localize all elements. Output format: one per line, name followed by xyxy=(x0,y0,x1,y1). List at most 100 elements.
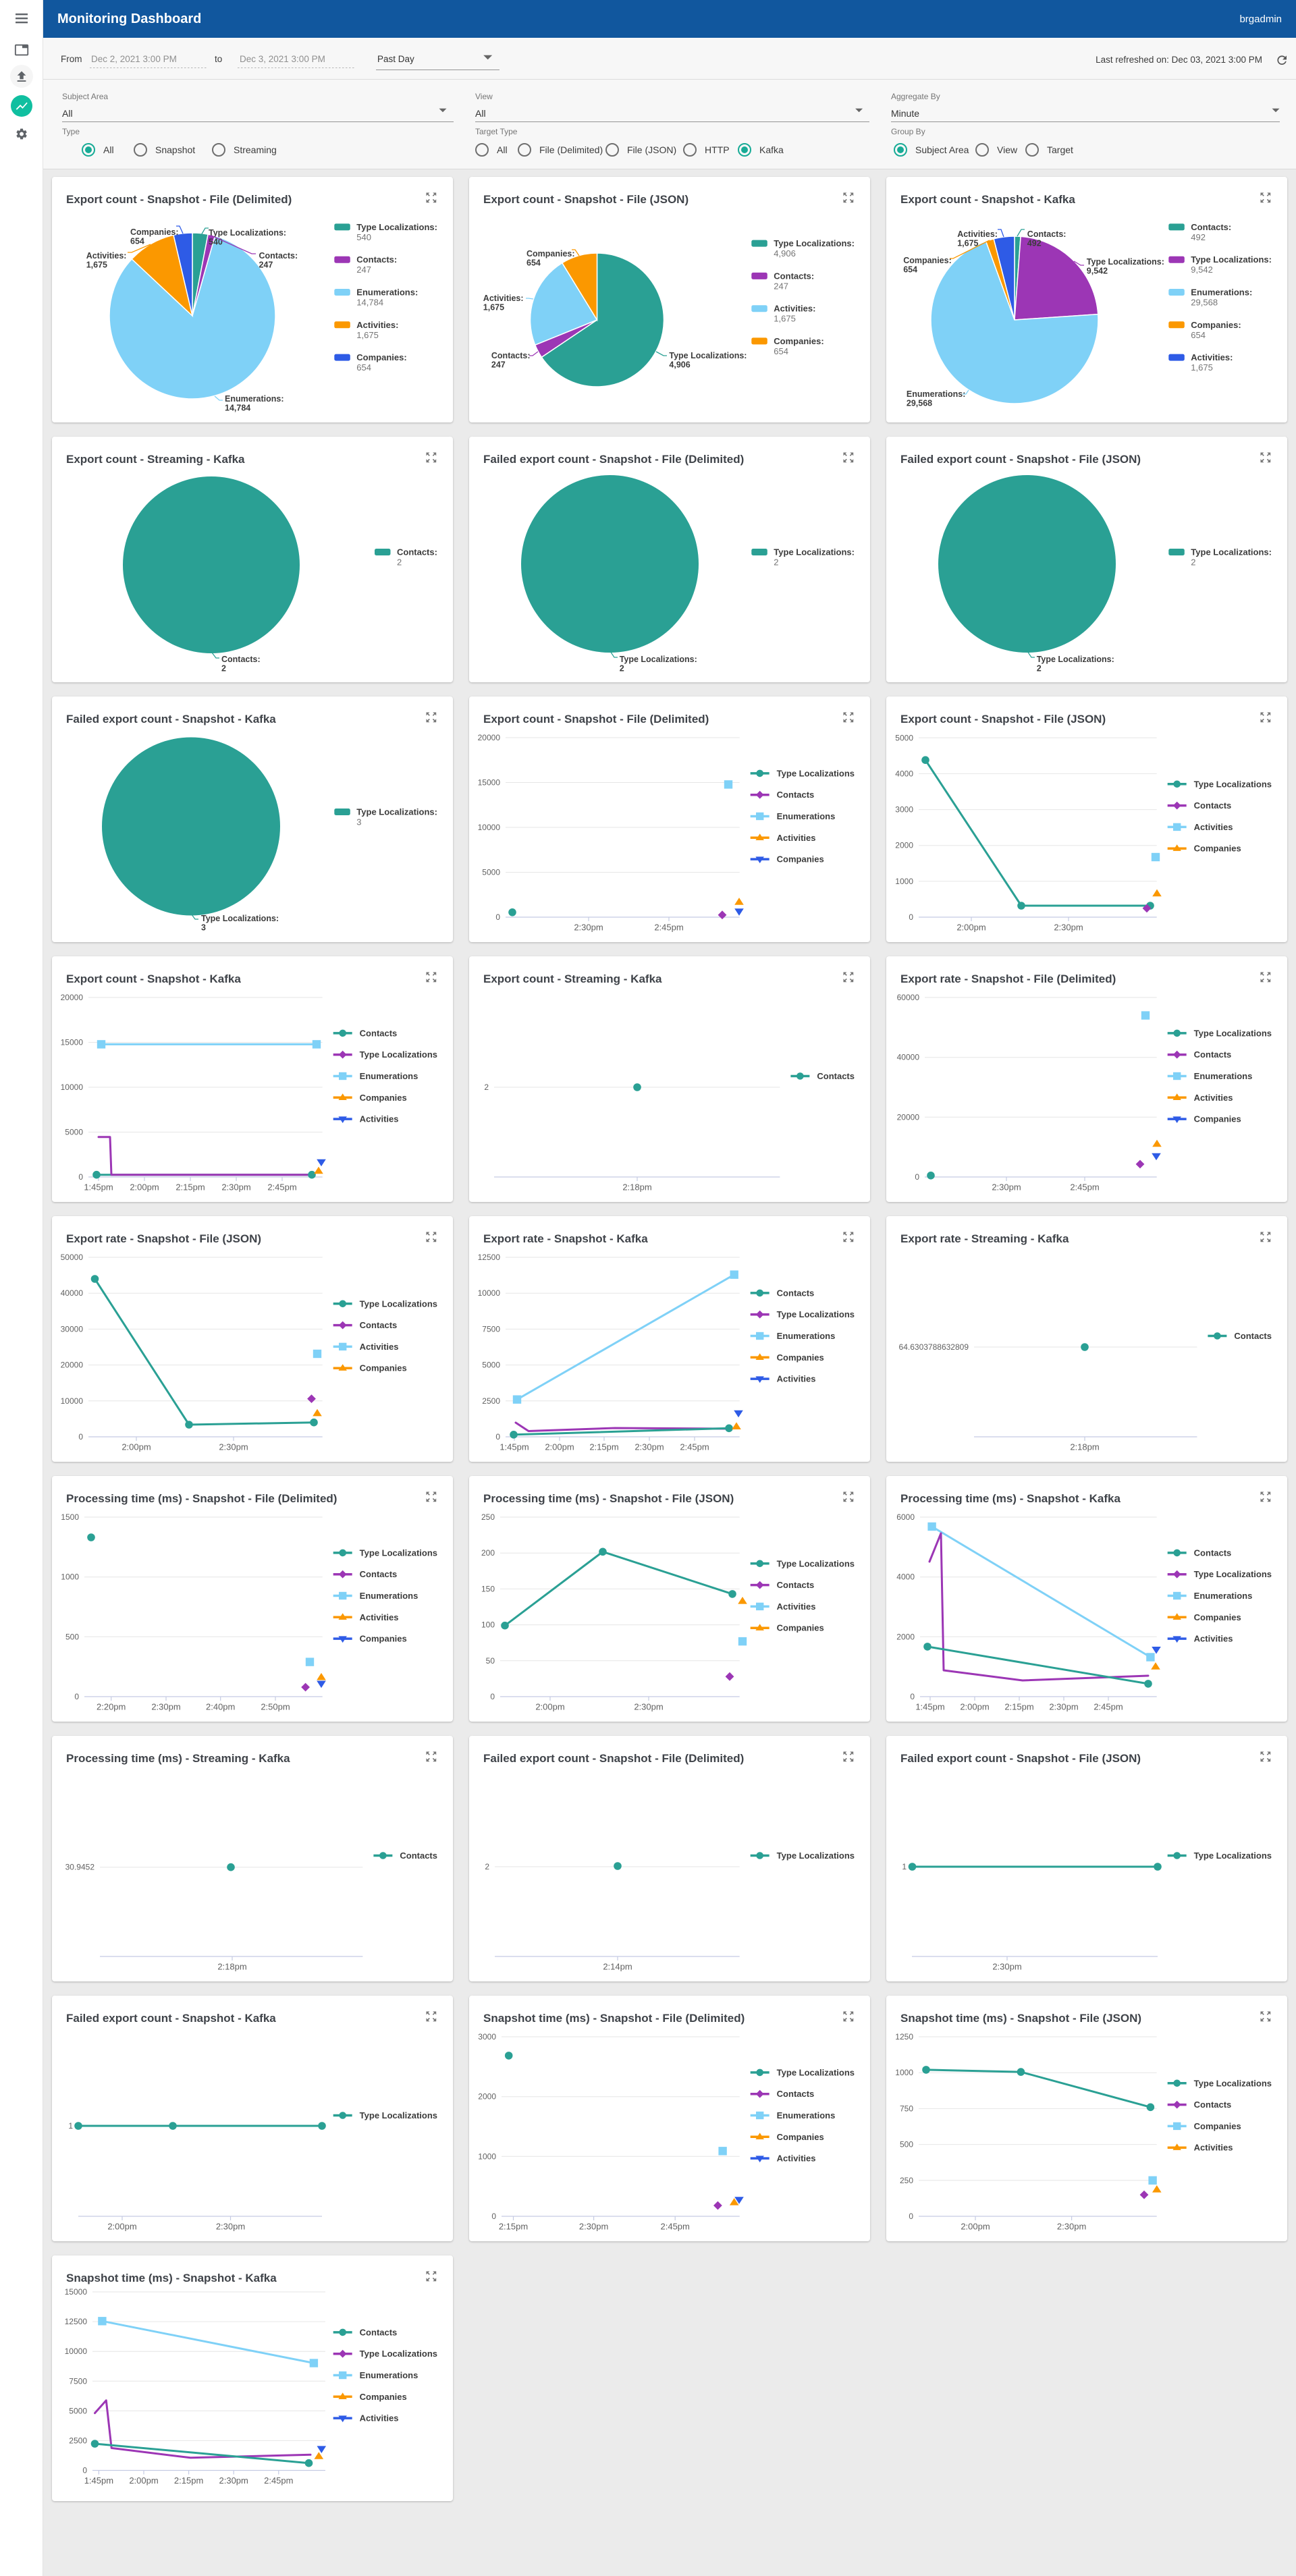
svg-text:File (Delimited): File (Delimited) xyxy=(539,144,603,155)
svg-text:20000: 20000 xyxy=(61,1361,84,1370)
svg-text:30000: 30000 xyxy=(61,1324,84,1334)
svg-text:Export count - Streaming - Kaf: Export count - Streaming - Kafka xyxy=(66,453,245,466)
svg-text:2:30pm: 2:30pm xyxy=(219,2475,248,2486)
svg-text:12500: 12500 xyxy=(478,1253,501,1262)
svg-text:2: 2 xyxy=(485,1862,489,1871)
svg-text:2:30pm: 2:30pm xyxy=(992,1182,1021,1193)
svg-text:All: All xyxy=(497,144,508,155)
svg-text:20000: 20000 xyxy=(61,993,84,1002)
svg-text:Aggregate By: Aggregate By xyxy=(891,92,940,101)
svg-text:2:00pm: 2:00pm xyxy=(130,1182,159,1193)
svg-text:All: All xyxy=(103,144,114,155)
svg-text:Past Day: Past Day xyxy=(377,54,414,64)
svg-text:492: 492 xyxy=(1191,232,1206,242)
svg-text:Type Localizations: Type Localizations xyxy=(1194,1569,1272,1579)
svg-text:10000: 10000 xyxy=(478,1288,501,1298)
svg-text:1000: 1000 xyxy=(895,2068,913,2077)
svg-text:2:00pm: 2:00pm xyxy=(956,923,986,933)
svg-text:10000: 10000 xyxy=(478,823,501,832)
svg-text:14,784: 14,784 xyxy=(225,404,250,413)
svg-text:Enumerations: Enumerations xyxy=(777,811,836,821)
svg-text:Activities:: Activities: xyxy=(1191,352,1233,362)
svg-text:Type Localizations:: Type Localizations: xyxy=(669,351,747,360)
svg-text:Subject Area: Subject Area xyxy=(62,92,108,101)
svg-text:All: All xyxy=(62,108,73,119)
svg-text:40000: 40000 xyxy=(61,1288,84,1298)
svg-text:750: 750 xyxy=(900,2104,913,2113)
svg-text:Enumerations: Enumerations xyxy=(777,2110,836,2120)
svg-text:4,906: 4,906 xyxy=(669,360,690,370)
svg-text:1:45pm: 1:45pm xyxy=(500,1442,529,1452)
svg-text:Companies: Companies xyxy=(1194,1612,1241,1622)
svg-text:0: 0 xyxy=(490,1692,495,1701)
svg-text:1,675: 1,675 xyxy=(957,239,978,248)
svg-text:2:30pm: 2:30pm xyxy=(634,1702,663,1712)
svg-text:Dec 2, 2021 3:00 PM: Dec 2, 2021 3:00 PM xyxy=(91,54,177,64)
svg-text:Failed export count - Snapshot: Failed export count - Snapshot - File (J… xyxy=(900,453,1141,466)
svg-text:Contacts: Contacts xyxy=(1194,800,1232,811)
svg-text:Enumerations: Enumerations xyxy=(360,2370,418,2380)
svg-text:1,675: 1,675 xyxy=(356,330,379,340)
svg-text:3000: 3000 xyxy=(895,805,913,815)
svg-text:654: 654 xyxy=(526,258,541,268)
svg-text:Type Localizations:: Type Localizations: xyxy=(1191,547,1272,557)
svg-text:Export count - Streaming - Kaf: Export count - Streaming - Kafka xyxy=(483,972,662,985)
svg-text:Contacts: Contacts xyxy=(777,1580,815,1590)
svg-text:Type Localizations:: Type Localizations: xyxy=(1191,254,1272,265)
svg-text:Contacts:: Contacts: xyxy=(221,655,261,664)
svg-text:2:45pm: 2:45pm xyxy=(264,2475,293,2486)
svg-text:2:00pm: 2:00pm xyxy=(122,1442,151,1452)
svg-text:Target Type: Target Type xyxy=(475,127,518,136)
svg-text:1000: 1000 xyxy=(895,877,913,886)
svg-text:9,542: 9,542 xyxy=(1191,265,1213,275)
svg-text:Snapshot time (ms) - Snapshot: Snapshot time (ms) - Snapshot - File (JS… xyxy=(900,2012,1141,2025)
svg-text:Companies: Companies xyxy=(360,1363,407,1373)
svg-text:2: 2 xyxy=(221,664,226,674)
svg-text:5000: 5000 xyxy=(69,2406,87,2415)
svg-text:0: 0 xyxy=(909,912,913,922)
svg-text:Snapshot: Snapshot xyxy=(155,144,195,155)
svg-text:2:18pm: 2:18pm xyxy=(622,1182,651,1193)
svg-text:2: 2 xyxy=(1037,664,1042,674)
svg-text:64.6303788632809: 64.6303788632809 xyxy=(899,1342,969,1352)
svg-text:Streaming: Streaming xyxy=(234,144,277,155)
svg-text:2:30pm: 2:30pm xyxy=(992,1962,1021,1972)
svg-text:2500: 2500 xyxy=(69,2436,87,2445)
svg-text:Activities: Activities xyxy=(360,1114,399,1124)
svg-text:View: View xyxy=(475,92,493,101)
svg-text:29,568: 29,568 xyxy=(907,399,932,408)
svg-text:0: 0 xyxy=(910,1692,915,1701)
svg-text:Export count - Snapshot - File: Export count - Snapshot - File (JSON) xyxy=(483,193,688,206)
svg-text:654: 654 xyxy=(774,346,788,356)
svg-text:10000: 10000 xyxy=(65,2347,88,2356)
svg-text:Activities:: Activities: xyxy=(86,251,127,261)
svg-text:5000: 5000 xyxy=(482,868,500,877)
svg-text:Type Localizations: Type Localizations xyxy=(1194,2078,1272,2088)
svg-text:6000: 6000 xyxy=(896,1512,915,1522)
svg-text:Type Localizations: Type Localizations xyxy=(777,1309,855,1319)
svg-text:Companies:: Companies: xyxy=(903,256,952,265)
svg-text:1:45pm: 1:45pm xyxy=(84,1182,113,1193)
svg-text:540: 540 xyxy=(356,232,371,242)
svg-text:250: 250 xyxy=(900,2176,913,2185)
svg-text:540: 540 xyxy=(209,238,223,247)
svg-text:Activities: Activities xyxy=(1194,1634,1233,1644)
svg-text:Type Localizations: Type Localizations xyxy=(360,2349,437,2359)
svg-text:20000: 20000 xyxy=(897,1112,920,1122)
svg-text:Companies:: Companies: xyxy=(130,227,179,237)
svg-text:14,784: 14,784 xyxy=(356,298,383,308)
svg-text:Companies:: Companies: xyxy=(526,249,575,258)
svg-text:50: 50 xyxy=(486,1656,495,1666)
svg-text:Type Localizations:: Type Localizations: xyxy=(774,547,855,557)
svg-text:Type Localizations: Type Localizations xyxy=(777,1558,855,1568)
svg-text:1: 1 xyxy=(902,1862,907,1871)
svg-text:0: 0 xyxy=(909,2212,913,2221)
svg-text:492: 492 xyxy=(1027,239,1042,248)
svg-text:Activities: Activities xyxy=(777,1374,816,1384)
svg-text:4000: 4000 xyxy=(896,1572,915,1582)
svg-text:2:30pm: 2:30pm xyxy=(634,1442,664,1452)
svg-text:500: 500 xyxy=(65,1632,79,1641)
svg-text:2:15pm: 2:15pm xyxy=(174,2475,203,2486)
svg-text:2000: 2000 xyxy=(895,841,913,850)
svg-text:Type Localizations:: Type Localizations: xyxy=(774,238,855,248)
